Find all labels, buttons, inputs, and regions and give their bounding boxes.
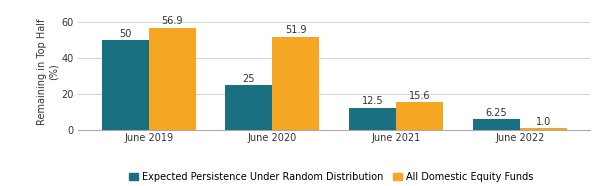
Text: 51.9: 51.9	[285, 25, 306, 35]
Bar	[396, 102, 443, 130]
Bar	[225, 85, 272, 130]
Bar	[102, 40, 149, 130]
Y-axis label: Remaining in Top Half
(%): Remaining in Top Half (%)	[37, 18, 58, 125]
Text: 15.6: 15.6	[409, 91, 430, 101]
Bar	[149, 28, 196, 130]
Text: 1.0: 1.0	[536, 117, 551, 127]
Legend: Expected Persistence Under Random Distribution, All Domestic Equity Funds: Expected Persistence Under Random Distri…	[125, 168, 537, 186]
Bar	[473, 119, 520, 130]
Text: 12.5: 12.5	[362, 96, 383, 106]
Text: 50: 50	[119, 29, 131, 39]
Text: 56.9: 56.9	[161, 16, 183, 26]
Bar	[520, 128, 566, 130]
Bar	[272, 37, 319, 130]
Text: 25: 25	[243, 74, 255, 84]
Text: 6.25: 6.25	[485, 108, 507, 118]
Bar	[349, 108, 396, 130]
